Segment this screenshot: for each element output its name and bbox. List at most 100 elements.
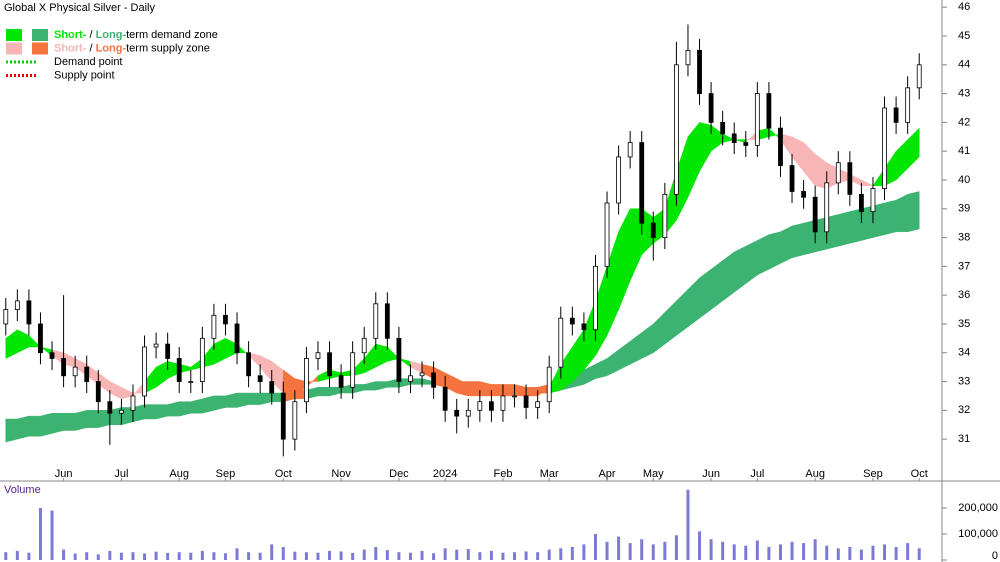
candle-body	[754, 93, 760, 146]
candle-body	[627, 142, 633, 158]
candle-body	[685, 49, 691, 66]
x-tick-label: Nov	[331, 468, 351, 480]
volume-bar	[362, 549, 366, 560]
candle-body	[165, 343, 171, 359]
volume-bar	[96, 554, 100, 560]
volume-bar	[247, 552, 251, 560]
volume-bar	[339, 551, 343, 560]
x-tick-label: Aug	[169, 468, 189, 480]
candles	[3, 24, 922, 457]
volume-bar	[906, 543, 910, 560]
volume-bar	[536, 552, 540, 560]
candle-body	[581, 323, 587, 331]
volume-tick-label: 0	[992, 550, 998, 562]
candle-body	[223, 314, 228, 325]
volume-bar	[281, 546, 285, 560]
candle-body	[188, 381, 194, 383]
volume-bar	[790, 541, 794, 560]
volume-bar	[73, 553, 77, 560]
y-tick-label: 44	[958, 59, 970, 71]
long-zone	[525, 387, 538, 394]
candle-body	[338, 375, 344, 388]
legend-text: /	[86, 42, 95, 54]
candle-body	[61, 358, 66, 377]
y-tick-label: 38	[958, 231, 970, 243]
candle-body	[870, 188, 876, 213]
volume-bar	[466, 549, 470, 560]
candle-body	[350, 352, 356, 388]
volume-bar	[859, 549, 863, 560]
candle-body	[107, 401, 113, 414]
x-tick-label: May	[643, 468, 664, 480]
volume-bar	[293, 551, 297, 560]
chart-title: Global X Physical Silver - Daily	[4, 2, 155, 14]
candle-body	[523, 395, 529, 408]
volume-bar	[235, 548, 239, 560]
x-tick-label: Jul	[750, 468, 764, 480]
long-zone	[28, 415, 41, 437]
x-tick-label: Sep	[863, 468, 883, 480]
legend-text: Supply point	[54, 69, 115, 81]
volume-bar	[825, 545, 829, 560]
candle-body	[674, 64, 679, 195]
legend-swatch	[6, 29, 22, 41]
legend-swatch	[32, 29, 48, 41]
volume-bar	[385, 550, 389, 560]
volume-bar	[143, 553, 147, 560]
long-zone	[907, 191, 920, 233]
volume-bar	[316, 552, 320, 560]
volume-bar	[223, 553, 227, 560]
volume-bar	[501, 552, 505, 560]
x-tick-label: Dec	[389, 468, 409, 480]
legend-text: term demand zone	[126, 29, 218, 41]
legend-text: Demand point	[54, 56, 123, 68]
candle-body	[905, 87, 911, 123]
candle-body	[95, 381, 101, 403]
candle-body	[812, 196, 818, 233]
volume-bar	[813, 539, 817, 560]
volume-bar	[744, 545, 748, 560]
volume-bar	[686, 489, 690, 560]
volume-bar	[674, 535, 678, 560]
long-zone	[202, 395, 215, 414]
volume-bar	[640, 539, 644, 560]
volume-bar	[119, 552, 123, 560]
candle-body	[396, 337, 402, 382]
candle-body	[639, 142, 645, 224]
x-tick-label: Aug	[805, 468, 825, 480]
y-tick-label: 36	[958, 289, 970, 301]
legend-text: Long-	[96, 29, 127, 41]
volume-bar	[374, 546, 378, 560]
labels: Global X Physical Silver - Daily Volume …	[4, 2, 928, 496]
candle-body	[14, 300, 20, 310]
candle-body	[3, 309, 9, 325]
short-zone	[907, 127, 920, 170]
volume-bar	[767, 546, 771, 560]
candle-body	[361, 337, 367, 354]
y-tick-label: 39	[958, 203, 970, 215]
volume-bar	[570, 546, 574, 560]
legend-label: Short- / Long-term demand zone	[54, 29, 218, 41]
long-zone	[884, 199, 897, 236]
candle-body	[246, 352, 251, 377]
candle-body	[26, 300, 32, 325]
volume-tick-label: 100,000	[958, 528, 998, 540]
volume-bar	[304, 552, 308, 560]
candle-body	[477, 401, 483, 411]
y-tick-label: 45	[958, 30, 970, 42]
candle-body	[269, 381, 275, 394]
volume-bar	[270, 544, 274, 560]
long-zone	[17, 415, 30, 440]
y-tick-label: 42	[958, 116, 970, 128]
long-zone	[74, 410, 87, 431]
volume-bar	[894, 546, 898, 560]
volume-bar	[848, 546, 852, 560]
long-zone	[838, 211, 851, 247]
candle-body	[708, 93, 714, 123]
volume-bar	[200, 550, 204, 560]
volume-bar	[455, 549, 459, 560]
volume-bar	[189, 552, 193, 560]
short-zone	[28, 334, 42, 348]
legend-text: /	[86, 29, 95, 41]
